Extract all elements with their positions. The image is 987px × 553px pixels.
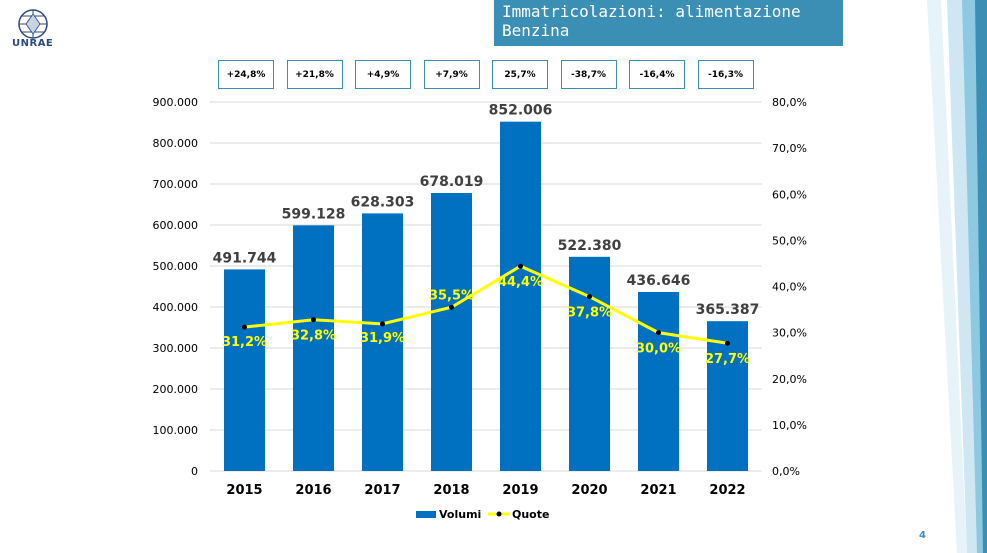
unrae-logo [18, 9, 48, 39]
page-number: 4 [919, 530, 926, 541]
quote-point-2016 [311, 317, 316, 323]
quote-point-2022 [725, 340, 730, 346]
bar-series [224, 121, 748, 472]
quote-label-2015: 31,2% [222, 335, 267, 350]
growth-box-2021: -16,4% [629, 60, 685, 89]
right-tick-label: 10,0% [772, 419, 807, 432]
bar-label-2022: 365.387 [696, 302, 760, 318]
logo-text: UNRAE [12, 38, 54, 49]
growth-box-2016: +21,8% [286, 60, 343, 89]
x-tick-2015: 2015 [226, 483, 262, 498]
left-tick-label: 800.000 [153, 137, 199, 150]
quote-label-2017: 31,9% [360, 331, 405, 346]
quote-point-2019 [518, 263, 523, 269]
x-tick-2021: 2021 [640, 483, 676, 498]
bar-label-2017: 628.303 [351, 194, 415, 210]
right-tick-label: 80,0% [772, 96, 807, 109]
bar-labels: 491.744 599.128 628.303 678.019 852.006 522.3… [213, 103, 760, 319]
quote-label-2020: 37,8% [567, 306, 612, 321]
right-tick-label: 60,0% [772, 188, 807, 201]
page-title: Immatricolazioni: alimentazione Benzina [494, 0, 843, 46]
growth-box-2017: +4,9% [355, 60, 411, 89]
x-tick-2022: 2022 [709, 483, 745, 498]
left-tick-label: 300.000 [153, 342, 199, 355]
left-tick-label: 400.000 [153, 301, 199, 314]
right-tick-label: 20,0% [772, 373, 807, 386]
right-tick-label: 30,0% [772, 327, 807, 340]
left-tick-label: 100.000 [153, 424, 199, 437]
x-axis-ticks: 2015 2016 2017 2018 2019 2020 2021 2022 [226, 483, 745, 498]
bar-2020 [569, 256, 610, 471]
bar-label-2019: 852.006 [489, 103, 553, 119]
legend-quote-dot [496, 511, 502, 517]
quote-label-2021: 30,0% [636, 342, 681, 357]
growth-box-2020: -38,7% [560, 60, 617, 89]
x-tick-2016: 2016 [295, 483, 331, 498]
quote-point-2015 [242, 324, 247, 330]
growth-box-2018: +7,9% [423, 60, 480, 89]
growth-box-2015: +24,8% [218, 60, 274, 89]
left-tick-label: 200.000 [153, 383, 199, 396]
left-tick-label: 0 [191, 465, 198, 478]
bar-2015 [224, 269, 265, 471]
bar-label-2018: 678.019 [420, 174, 484, 190]
growth-box-2022: -16,3% [697, 60, 754, 89]
x-tick-2019: 2019 [502, 483, 538, 498]
bar-label-2015: 491.744 [213, 250, 277, 266]
line-labels: 31,2% 32,8% 31,9% 35,5% 44,4% 37,8% 30,0% 27,7% [222, 275, 750, 367]
bar-2018 [431, 193, 472, 471]
quote-label-2022: 27,7% [705, 352, 750, 367]
x-tick-2018: 2018 [433, 483, 469, 498]
decorative-edge [927, 0, 987, 553]
x-tick-2020: 2020 [571, 483, 607, 498]
right-tick-label: 50,0% [772, 234, 807, 247]
legend: Volumi Quote [416, 508, 549, 521]
growth-box-2019: 25,7% [492, 60, 548, 89]
left-tick-label: 900.000 [153, 96, 199, 109]
bar-label-2021: 436.646 [627, 273, 691, 289]
right-tick-label: 40,0% [772, 281, 807, 294]
quote-point-2021 [656, 330, 661, 336]
legend-quote-label: Quote [512, 508, 549, 521]
left-tick-label: 700.000 [153, 178, 199, 191]
quote-point-2018 [449, 304, 454, 310]
bar-2016 [293, 225, 334, 471]
right-axis-ticks: 0,0% 10,0% 20,0% 30,0% 40,0% 50,0% 60,0% 70,0% 8… [772, 96, 807, 478]
bar-label-2020: 522.380 [558, 238, 622, 254]
quote-label-2018: 35,5% [429, 288, 474, 303]
right-tick-label: 0,0% [772, 465, 800, 478]
left-axis-ticks: 0 100.000 200.000 300.000 400.000 500.000 600.… [153, 96, 199, 478]
quote-point-2017 [380, 321, 385, 327]
bar-2019 [500, 121, 541, 471]
x-tick-2017: 2017 [364, 483, 400, 498]
quote-label-2016: 32,8% [291, 329, 336, 344]
quote-label-2019: 44,4% [498, 275, 543, 290]
right-tick-label: 70,0% [772, 142, 807, 155]
bar-2021 [638, 291, 679, 471]
quote-line [244, 264, 728, 345]
bar-2017 [362, 213, 403, 472]
bar-label-2016: 599.128 [282, 206, 346, 222]
left-tick-label: 500.000 [153, 260, 199, 273]
quote-point-2020 [587, 294, 592, 300]
bar-2022 [707, 321, 748, 471]
legend-volumi-label: Volumi [439, 508, 481, 521]
line-series [242, 263, 730, 346]
left-tick-label: 600.000 [153, 219, 199, 232]
legend-volumi-swatch [416, 511, 436, 518]
